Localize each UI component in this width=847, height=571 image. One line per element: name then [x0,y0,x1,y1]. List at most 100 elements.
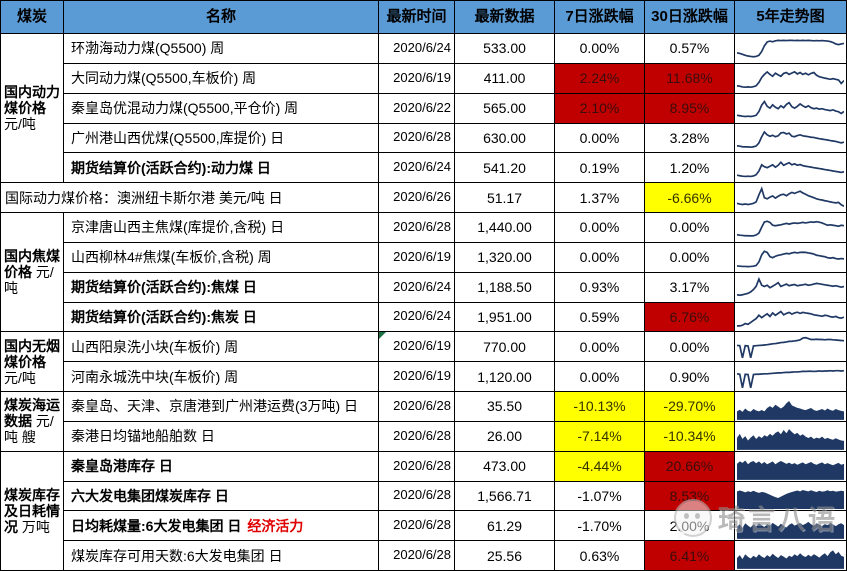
category-title: 煤炭库存及日耗情况 [4,486,60,535]
row-7d-change: 0.93% [555,272,645,303]
row-name: 广州港山西优煤(Q5500,库提价) 日 [64,123,379,154]
trend-area-sparkline [737,522,844,540]
row-name: 京津唐山西主焦煤(库提价,含税) 日 [64,213,379,243]
row-7d-change: 0.63% [555,541,645,571]
category-unit: 元/吨 艘 [4,413,54,446]
row-30d-change: 8.95% [645,93,735,124]
category-cell: 国内无烟煤价格 元/吨 [1,332,64,392]
row-value: 533.00 [455,34,555,64]
row-date: 2020/6/28 [379,421,455,452]
sparkline-cell [735,481,847,512]
trend-line-sparkline [737,154,844,181]
row-30d-change: -29.70% [645,392,735,422]
category-cell: 煤炭库存及日耗情况 万吨 [1,451,64,571]
category-title: 煤炭海运数据 [4,397,60,430]
row-name: 六大发电集团煤炭库存 日 [64,481,379,512]
row-value: 565.00 [455,93,555,124]
row-30d-change: 0.00% [645,332,735,363]
col-header-latest-value: 最新数据 [455,1,555,34]
trend-line-sparkline [737,35,844,62]
row-name-text: 秦港日均锚地船舶数 日 [71,428,215,445]
row-7d-change: -7.14% [555,421,645,452]
row-value: 1,188.50 [455,272,555,303]
row-date: 2020/6/24 [379,153,455,184]
trend-line-sparkline [737,184,844,211]
row-30d-change: 0.57% [645,34,735,64]
row-name: 秦皇岛港库存 日 [64,451,379,482]
category-cell: 煤炭海运数据 元/吨 艘 [1,392,64,452]
category-cell: 国内动力煤价格 元/吨 [1,34,64,184]
row-name: 环渤海动力煤(Q5500) 周 [64,34,379,64]
row-date: 2020/6/19 [379,332,455,363]
row-value: 473.00 [455,451,555,482]
row-name: 期货结算价(活跃合约):动力煤 日 [64,153,379,184]
trend-line-sparkline [737,274,844,301]
row-7d-change: 2.10% [555,93,645,124]
row-date: 2020/6/24 [379,302,455,333]
row-value: 1,566.71 [455,481,555,512]
row-date: 2020/6/19 [379,63,455,94]
sparkline-cell [735,272,847,303]
sparkline-cell [735,153,847,184]
sparkline-cell [735,63,847,94]
row-7d-change: -4.44% [555,451,645,482]
category-title: 国内动力煤价格 [4,83,60,117]
row-value: 61.29 [455,511,555,542]
row-name: 国际动力煤价格：澳洲纽卡斯尔港 美元/吨 日 [1,183,379,213]
row-name: 大同动力煤(Q5500,车板价) 周 [64,63,379,94]
col-header-latest-date: 最新时间 [379,1,455,34]
row-name: 煤炭库存可用天数:6大发电集团 日 [64,541,379,571]
category-unit: 元/吨 [4,116,36,133]
row-name: 期货结算价(活跃合约):焦炭 日 [64,302,379,333]
row-name-text: 广州港山西优煤(Q5500,库提价) 日 [71,129,285,146]
row-30d-change: 0.90% [645,362,735,392]
row-name-text: 六大发电集团煤炭库存 日 [71,487,229,504]
sparkline-cell [735,421,847,452]
economic-activity-note: 经济活力 [247,517,304,534]
row-7d-change: 0.00% [555,123,645,154]
row-30d-change: 0.00% [645,242,735,273]
trend-line-sparkline [737,65,844,92]
trend-area-sparkline [737,428,844,450]
row-value: 1,120.00 [455,362,555,392]
row-value: 35.50 [455,392,555,422]
row-30d-change: 1.20% [645,153,735,184]
row-name: 秦皇岛优混动力煤(Q5500,平仓价) 周 [64,93,379,124]
row-30d-change: 6.41% [645,541,735,571]
row-date: 2020/6/28 [379,511,455,542]
sparkline-cell [735,541,847,571]
row-name-text: 山西阳泉洗小块(车板价) 周 [71,338,239,355]
sparkline-cell [735,511,847,542]
row-value: 26.00 [455,421,555,452]
sparkline-cell [735,242,847,273]
row-date: 2020/6/26 [379,183,455,213]
row-value: 51.17 [455,183,555,213]
sparkline-cell [735,213,847,243]
row-date: 2020/6/24 [379,34,455,64]
row-30d-change: -10.34% [645,421,735,452]
row-name: 秦港日均锚地船舶数 日 [64,421,379,452]
row-name: 山西阳泉洗小块(车板价) 周 [64,332,379,363]
row-value: 25.56 [455,541,555,571]
sparkline-cell [735,123,847,154]
trend-line-sparkline [737,244,844,271]
trend-area-sparkline [737,550,844,569]
col-header-coal: 煤炭 [1,1,64,34]
row-name-text: 秦皇岛优混动力煤(Q5500,平仓价) 周 [71,100,299,117]
sparkline-cell [735,362,847,392]
row-7d-change: -1.07% [555,481,645,512]
row-7d-change: -1.70% [555,511,645,542]
col-header-30day-change: 30日涨跌幅 [645,1,735,34]
sparkline-cell [735,451,847,482]
row-name-text: 期货结算价(活跃合约):焦炭 日 [71,308,257,325]
row-7d-change: 1.37% [555,183,645,213]
trend-line-sparkline [737,95,844,122]
row-name-text: 期货结算价(活跃合约):焦煤 日 [71,279,257,296]
row-name-text: 日均耗煤量:6大发电集团 日 [71,517,242,534]
sparkline-cell [735,34,847,64]
row-7d-change: -10.13% [555,392,645,422]
row-name-text: 大同动力煤(Q5500,车板价) 周 [71,70,257,87]
row-name: 山西柳林4#焦煤(车板价,含税) 周 [64,242,379,273]
row-name: 秦皇岛、天津、京唐港到广州港运费(3万吨) 日 [64,392,379,422]
